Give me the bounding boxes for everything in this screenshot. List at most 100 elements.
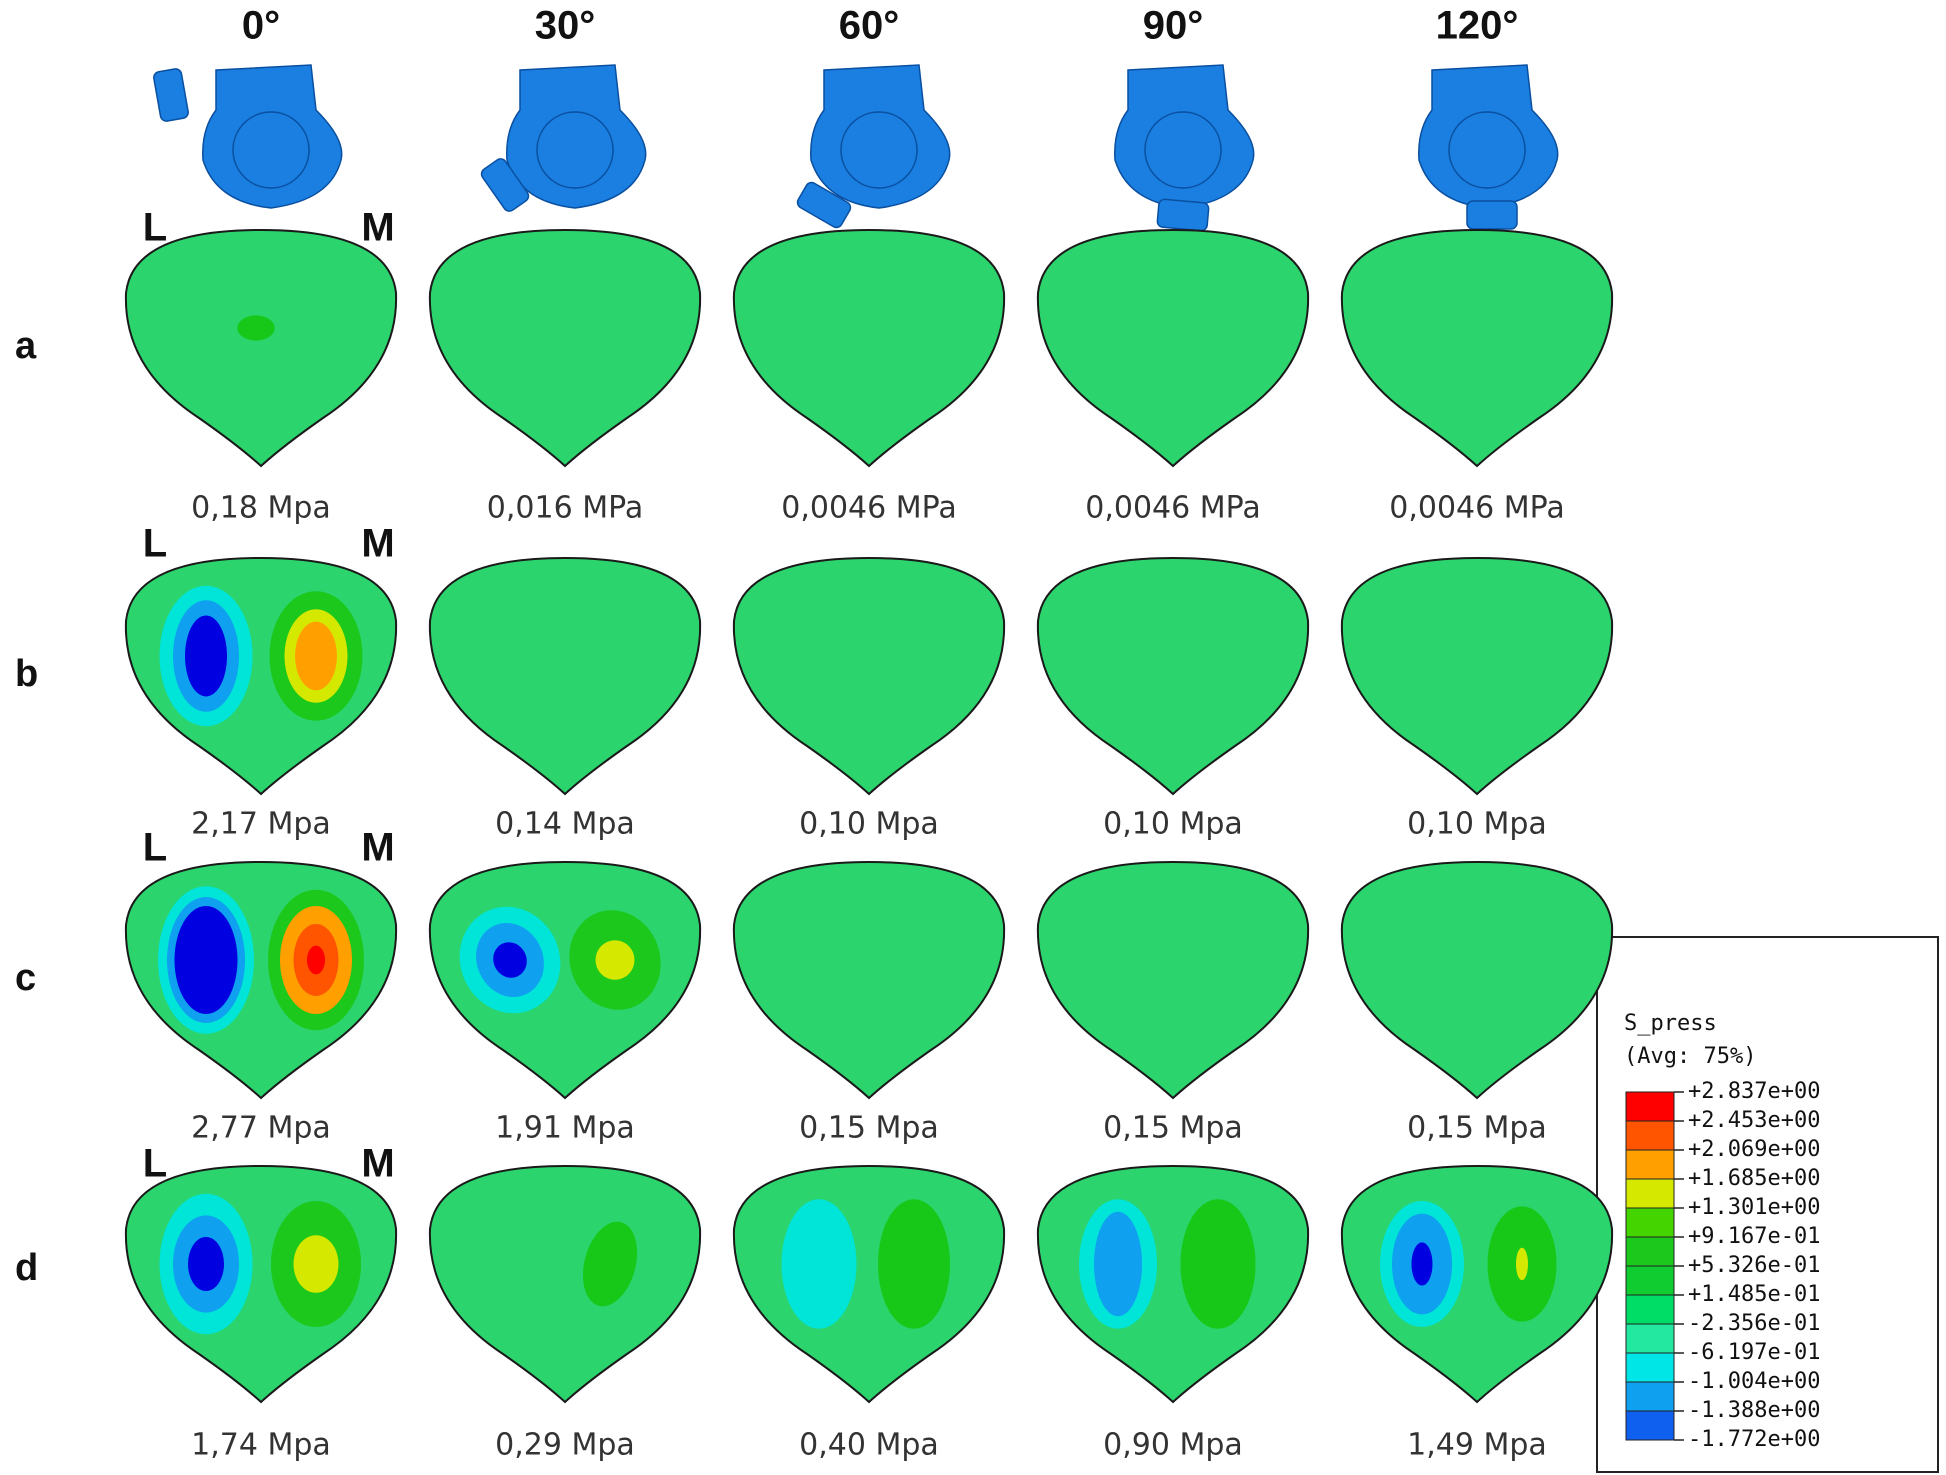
contour — [595, 940, 635, 980]
pressure-value: 0,10 Mpa — [1407, 807, 1547, 842]
patella-icon — [1466, 200, 1518, 230]
patella-cell — [428, 228, 702, 468]
contour — [295, 621, 337, 691]
patella-cell — [1036, 556, 1310, 796]
patella — [124, 228, 398, 468]
pressure-value: 0,0046 MPa — [781, 491, 957, 526]
legend-swatch — [1625, 1149, 1675, 1180]
legend-level: +2.453e+00 — [1688, 1108, 1820, 1133]
contour — [293, 1235, 339, 1293]
legend-level: +1.301e+00 — [1688, 1195, 1820, 1220]
condyle — [1448, 111, 1526, 189]
patella-cell — [124, 556, 398, 796]
legend-swatch — [1625, 1352, 1675, 1383]
legend-level: -1.772e+00 — [1688, 1427, 1820, 1452]
legend-level: +5.326e-01 — [1688, 1253, 1820, 1278]
patella-cell — [1340, 860, 1614, 1100]
patella-cell — [1036, 860, 1310, 1100]
legend-level: -1.388e+00 — [1688, 1398, 1820, 1423]
column-header: 120° — [1436, 4, 1519, 48]
legend-level: +9.167e-01 — [1688, 1224, 1820, 1249]
pressure-value: 0,016 MPa — [487, 491, 643, 526]
pressure-value: 1,91 Mpa — [495, 1111, 635, 1146]
contour — [1180, 1199, 1256, 1329]
patella-icon — [796, 181, 852, 229]
patella — [1340, 860, 1614, 1100]
pressure-value: 0,0046 MPa — [1085, 491, 1261, 526]
contour — [493, 942, 527, 978]
side-left: L — [143, 206, 167, 250]
row-label: c — [15, 957, 36, 999]
contour — [188, 1237, 224, 1291]
knee-icon — [796, 64, 951, 229]
patella — [1036, 860, 1310, 1100]
knee-icon — [480, 64, 647, 212]
patella — [1036, 228, 1310, 468]
patella — [732, 1164, 1006, 1404]
pressure-value: 0,10 Mpa — [799, 807, 939, 842]
contour — [1094, 1211, 1142, 1317]
pressure-value: 0,18 Mpa — [191, 491, 331, 526]
patella-icon — [153, 68, 189, 122]
patella-cell — [732, 860, 1006, 1100]
pressure-value: 2,17 Mpa — [191, 807, 331, 842]
legend-swatch — [1625, 1265, 1675, 1296]
patella-cell — [732, 228, 1006, 468]
contour — [1516, 1247, 1528, 1281]
side-left: L — [143, 522, 167, 566]
patella — [1340, 556, 1614, 796]
patella-cell — [732, 556, 1006, 796]
pressure-value: 1,74 Mpa — [191, 1428, 331, 1463]
legend-swatch — [1625, 1294, 1675, 1325]
pressure-value: 0,0046 MPa — [1389, 491, 1565, 526]
patella — [428, 228, 702, 468]
legend-level: -1.004e+00 — [1688, 1369, 1820, 1394]
knee-icon — [1418, 64, 1559, 230]
side-right: M — [361, 206, 394, 250]
row-label: d — [15, 1247, 38, 1289]
patella-cell — [1340, 1164, 1614, 1404]
contour — [1411, 1242, 1433, 1286]
contour — [174, 906, 238, 1014]
legend-swatch — [1625, 1381, 1675, 1412]
patella-icon — [480, 158, 530, 212]
patella — [1340, 228, 1614, 468]
patella — [428, 556, 702, 796]
patella-cell — [732, 1164, 1006, 1404]
patella-cell — [428, 1164, 702, 1404]
side-right: M — [361, 826, 394, 870]
condyle — [232, 111, 310, 189]
patella — [732, 860, 1006, 1100]
legend-level: +1.485e-01 — [1688, 1282, 1820, 1307]
pressure-value: 2,77 Mpa — [191, 1111, 331, 1146]
legend-swatch — [1625, 1410, 1675, 1441]
patella-cell — [1340, 228, 1614, 468]
legend-title: S_press — [1624, 1011, 1717, 1036]
patella-icon — [1156, 198, 1210, 232]
patella-cell — [428, 556, 702, 796]
contour — [582, 1221, 638, 1307]
contour — [237, 315, 275, 341]
column-header: 0° — [242, 4, 280, 48]
patella-cell — [428, 860, 702, 1100]
patella-cell — [1340, 556, 1614, 796]
legend-level: -2.356e-01 — [1688, 1311, 1820, 1336]
contour — [185, 615, 227, 697]
side-left: L — [143, 1142, 167, 1186]
legend-subtitle: (Avg: 75%) — [1624, 1044, 1756, 1069]
condyle — [536, 111, 614, 189]
legend-level: +1.685e+00 — [1688, 1166, 1820, 1191]
knee-icon — [1114, 64, 1255, 232]
side-right: M — [361, 522, 394, 566]
side-right: M — [361, 1142, 394, 1186]
column-header: 90° — [1143, 4, 1204, 48]
legend-level: +2.069e+00 — [1688, 1137, 1820, 1162]
patella — [732, 228, 1006, 468]
pressure-value: 0,10 Mpa — [1103, 807, 1243, 842]
condyle — [840, 111, 918, 189]
column-header: 60° — [839, 4, 900, 48]
knee-icon — [153, 64, 343, 209]
patella-cell — [1036, 1164, 1310, 1404]
legend-swatch — [1625, 1178, 1675, 1209]
